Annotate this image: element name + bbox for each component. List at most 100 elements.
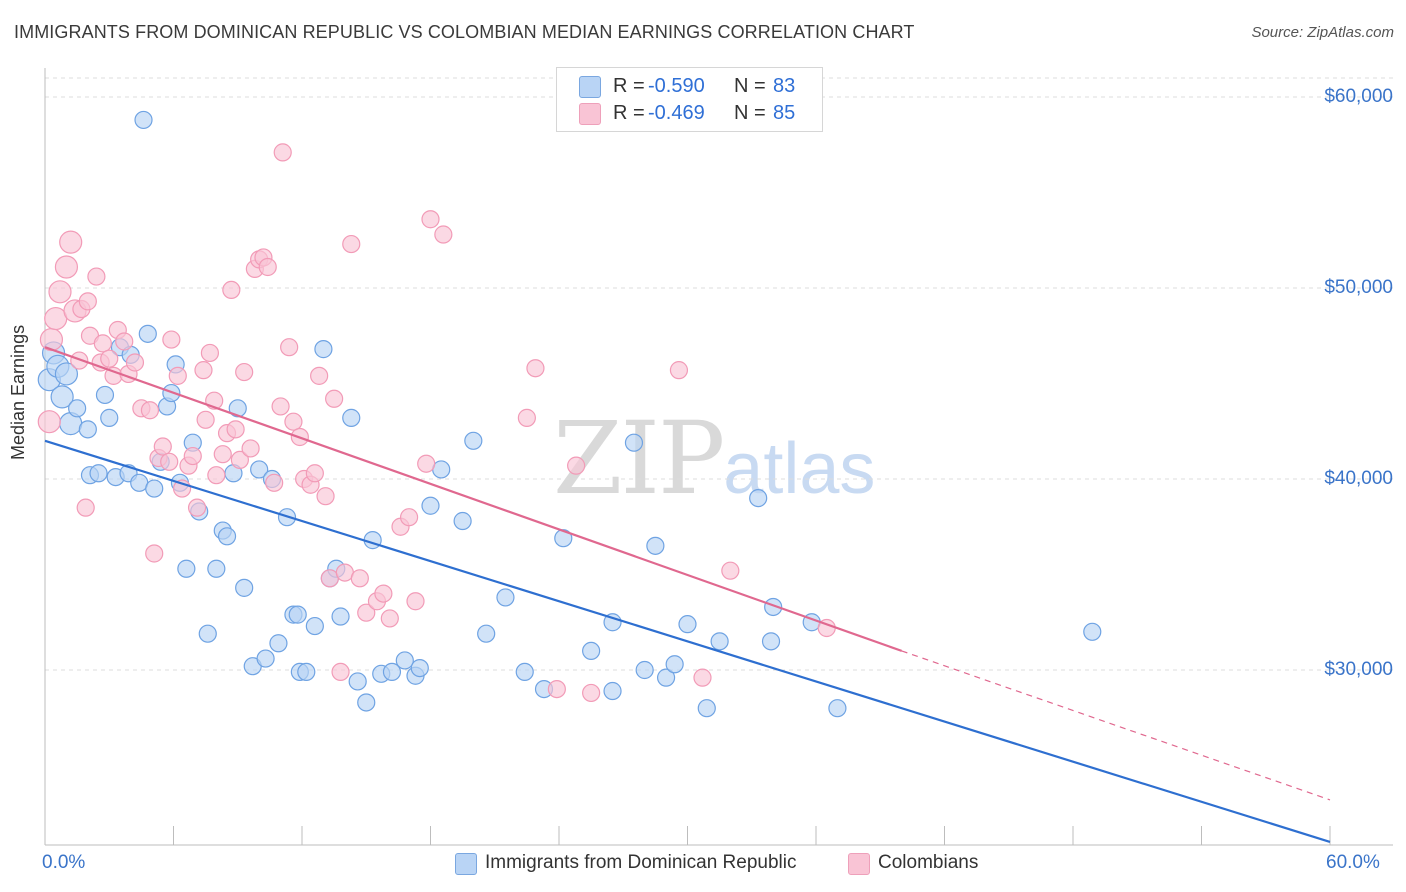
dominican-point (134, 110, 153, 130)
colombian-point (78, 292, 97, 311)
colombian-point (669, 361, 689, 380)
dominican-point (1083, 622, 1102, 641)
colombian-point (258, 257, 277, 277)
colombian-point (87, 267, 106, 286)
dominican-point (656, 668, 676, 687)
colombian-point (48, 280, 72, 304)
dominican-point (749, 489, 768, 508)
colombian-point (93, 334, 112, 353)
dominican-point (207, 559, 226, 578)
dominican-point (54, 362, 79, 386)
colombian-point (305, 464, 324, 483)
colombian-point (196, 410, 215, 429)
colombian-point (517, 408, 536, 427)
colombian-point (230, 450, 249, 469)
colombian-point (357, 603, 376, 622)
dominican-point (95, 385, 115, 405)
dominican-point (145, 479, 164, 498)
dominican-point (256, 649, 275, 668)
colombian-point (194, 361, 213, 380)
dominican-point (348, 672, 367, 691)
dominican-point (331, 607, 350, 626)
colombian-point (54, 255, 79, 279)
legend-r-value: -0.469 (648, 102, 705, 124)
legend-r-label: R = (613, 102, 645, 124)
dominican-point (582, 641, 601, 661)
colombian-point (421, 210, 440, 229)
colombian-point (310, 366, 329, 385)
y-axis-label: Median Earnings (8, 324, 28, 460)
dominican-point (177, 559, 196, 578)
dominican-point (228, 399, 247, 418)
colombian-point (271, 397, 290, 416)
trend-line-dominican (44, 439, 1331, 843)
dominican-point (395, 651, 414, 670)
colombian-point (200, 343, 220, 363)
bottom-legend-swatch-colombian (848, 853, 870, 875)
legend-n-label: N = (734, 75, 766, 97)
colombian-point (145, 544, 164, 563)
series-colombian-points (37, 143, 836, 703)
dominican-point (89, 464, 108, 483)
dominican-point (710, 632, 729, 651)
dominican-point (635, 660, 654, 680)
x-tick-label-min: 0.0% (42, 852, 86, 873)
trend-line-colombian-extension (901, 650, 1331, 801)
colombian-point (70, 351, 89, 370)
y-tick-label: $50,000 (1324, 277, 1393, 298)
dominican-point (138, 324, 157, 343)
bottom-legend-label: Immigrants from Dominican Republic (485, 852, 797, 873)
dominican-point (297, 662, 316, 682)
colombian-point (331, 662, 350, 682)
colombian-point (273, 143, 292, 162)
dominican-point (357, 693, 376, 712)
colombian-point (325, 389, 344, 408)
colombian-point (399, 508, 419, 527)
colombian-point (567, 456, 586, 475)
colombian-point (265, 473, 284, 492)
trend-lines (44, 346, 1331, 843)
dominican-point (217, 527, 237, 546)
dominican-point (646, 536, 665, 555)
colombian-point (350, 569, 369, 588)
dominican-point (453, 511, 472, 531)
colombian-point (207, 466, 226, 485)
colombian-point (187, 498, 207, 517)
colombian-point (374, 584, 393, 603)
colombian-point (59, 230, 83, 254)
dominican-point (198, 624, 217, 643)
dominican-point (761, 632, 781, 651)
dominican-point (314, 340, 333, 359)
dominican-point (288, 605, 307, 624)
dominican-point (496, 588, 515, 607)
axes (44, 68, 1393, 846)
dominican-point (78, 420, 97, 439)
colombian-point (162, 330, 181, 349)
y-tick-label: $40,000 (1324, 468, 1393, 489)
dominican-point (342, 408, 361, 427)
dominican-point (464, 431, 483, 450)
legend-r-value: -0.590 (648, 75, 705, 97)
series-dominican-points (37, 110, 1102, 718)
colombian-point (280, 338, 299, 357)
correlation-legend: R = -0.590 N = 83 R = -0.469 N = 85 (556, 67, 823, 132)
colombian-point (39, 327, 64, 352)
colombian-point (547, 679, 566, 699)
dominican-point (68, 399, 87, 418)
colombian-point (582, 683, 601, 703)
colombian-point (417, 454, 436, 473)
dominican-point (250, 460, 269, 479)
legend-r-label: R = (613, 75, 645, 97)
y-tick-label: $60,000 (1324, 86, 1393, 107)
colombian-point (406, 592, 425, 611)
colombian-point (222, 280, 241, 300)
colombian-point (153, 437, 172, 456)
legend-n-value: 85 (773, 102, 796, 124)
colombian-point (125, 353, 145, 372)
legend-n-label: N = (734, 102, 766, 124)
colombian-point (284, 412, 303, 431)
legend-swatch-colombian (579, 103, 601, 125)
colombian-point (226, 420, 245, 439)
dominican-point (269, 634, 288, 653)
